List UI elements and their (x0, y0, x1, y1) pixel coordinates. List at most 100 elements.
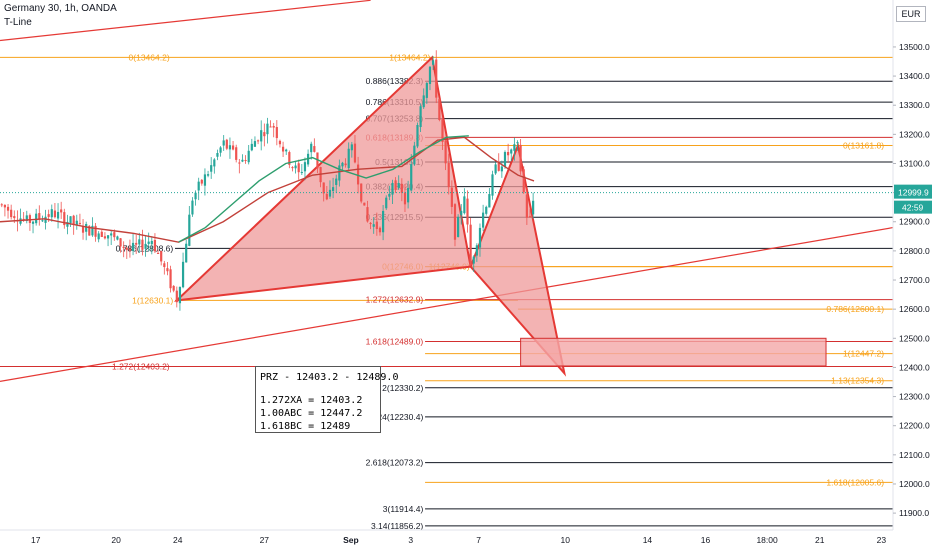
candle-body (116, 236, 119, 240)
candle-body (60, 209, 63, 213)
candle-body (325, 193, 328, 200)
x-tick-label: 23 (877, 535, 887, 545)
candle-body (532, 200, 535, 215)
candle-body (519, 144, 522, 172)
candle-body (253, 141, 257, 147)
candle-body (91, 225, 94, 236)
candle-body (363, 202, 366, 206)
candle-body (153, 240, 157, 252)
prz-zone (520, 337, 827, 367)
candle-body (478, 227, 482, 248)
trend-line (0, 0, 371, 42)
fib-level-label: 1.272(12632.9) (366, 295, 424, 305)
candle-body (0, 204, 3, 206)
candle-body (385, 197, 388, 209)
fib-level-label: 3.14(11856.2) (371, 521, 423, 531)
candle-body (213, 159, 216, 167)
y-tick-label: 11900.0 (899, 508, 929, 518)
candle-body (360, 183, 363, 202)
currency-button[interactable]: EUR (896, 6, 926, 22)
candle-body (341, 162, 344, 167)
candle-body (494, 164, 497, 174)
candle-body (210, 165, 213, 172)
x-tick-label: 17 (31, 535, 41, 545)
candle-body (488, 194, 491, 208)
candle-body (391, 182, 394, 195)
plot-area: 0(13464.2) 1(13464.2) 0.886(13382.3) 0.786(… (0, 0, 893, 531)
y-tick-label: 12500.0 (899, 333, 930, 343)
candle-body (222, 140, 225, 146)
last-price-tag (894, 184, 932, 199)
symbol-title: Germany 30, 1h, OANDA (4, 3, 117, 14)
candle-body (438, 99, 441, 120)
candle-body (225, 139, 228, 149)
candle-body (185, 243, 188, 263)
candle-body (3, 204, 7, 208)
countdown-label: 42:59 (902, 203, 924, 213)
candle-body (163, 263, 166, 268)
fib-level-label: 1.618(12489.0) (366, 336, 424, 346)
x-tick-label: 27 (260, 535, 270, 545)
y-tick-label: 12600.0 (899, 304, 930, 314)
candle-body (110, 233, 113, 236)
y-tick-label: 13300.0 (899, 100, 930, 110)
candle-body (256, 140, 260, 142)
y-tick-label: 13500.0 (899, 42, 930, 52)
candle-body (138, 239, 141, 245)
prz-line-3: 1.618BC = 12489 (260, 421, 351, 432)
candle-body (150, 240, 153, 245)
y-tick-label: 12700.0 (899, 275, 930, 285)
x-tick-label: 24 (173, 535, 183, 545)
candle-body (500, 166, 503, 172)
y-tick-label: 12900.0 (899, 217, 930, 227)
candle-body (75, 220, 78, 225)
candle-body (13, 216, 16, 219)
candle-body (50, 209, 53, 218)
prz-line-1: 1.272XA = 12403.2 (260, 395, 363, 406)
candle-body (144, 243, 147, 249)
candle-body (135, 242, 138, 245)
trend-line (0, 226, 893, 383)
y-tick-label: 13400.0 (899, 71, 930, 81)
candle-body (372, 224, 375, 227)
candle-body (510, 149, 513, 154)
candle-body (69, 216, 72, 224)
fib-level-label: 1.618(12005.6) (826, 477, 884, 487)
candle-body (447, 162, 450, 188)
candle-body (156, 252, 160, 254)
candle-body (194, 192, 197, 200)
candle-body (397, 183, 400, 188)
candle-body (147, 241, 150, 244)
candle-body (175, 290, 178, 303)
candle-body (497, 161, 500, 171)
candle-body (131, 242, 135, 251)
candle-body (444, 140, 447, 164)
candle-body (97, 233, 100, 240)
fib-level-label: 0(13464.2) (129, 52, 170, 62)
candle-body (516, 142, 519, 144)
candle-body (503, 152, 507, 167)
x-tick-label: 10 (561, 535, 571, 545)
candles-group (0, 50, 535, 311)
candle-body (310, 143, 313, 153)
candle-body (63, 212, 66, 226)
fib-level-label: 1(12447.2) (843, 349, 884, 359)
candle-body (28, 215, 32, 223)
candle-body (266, 123, 269, 135)
indicator-label: T-Line (4, 17, 32, 28)
candle-body (169, 269, 172, 289)
candle-body (160, 251, 163, 262)
candle-body (507, 151, 510, 156)
candle-body (44, 216, 47, 223)
candle-body (191, 200, 194, 215)
candle-body (331, 187, 335, 192)
candle-body (103, 236, 107, 239)
candle-body (178, 286, 182, 304)
candle-body (41, 220, 44, 222)
candle-body (300, 171, 303, 173)
candle-body (247, 150, 250, 163)
fib-level-label: 1.13(12354.3) (831, 376, 884, 386)
x-tick-label: 3 (408, 535, 413, 545)
